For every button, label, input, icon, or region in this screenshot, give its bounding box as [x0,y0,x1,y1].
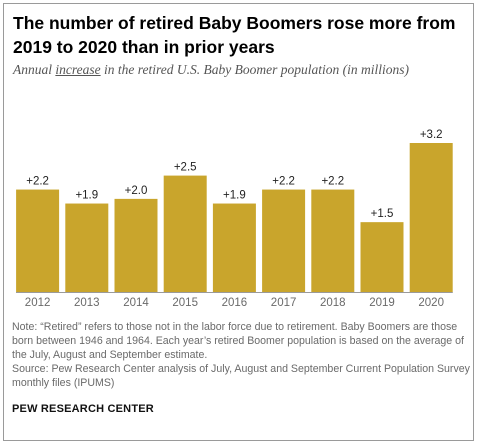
data-label-2019: +1.5 [371,208,394,220]
x-tick-label-2018: 2018 [320,297,346,309]
bar-2014 [114,198,158,292]
bar-2013 [65,203,109,292]
x-tick-label-2017: 2017 [271,297,297,309]
chart-frame [3,3,474,441]
chart-subtitle: Annual increase in the retired U.S. Baby… [13,62,469,78]
subtitle-text-start: Annual [13,62,56,77]
x-tick-label-2020: 2020 [418,297,444,309]
x-tick-label-2015: 2015 [172,297,198,309]
subtitle-underlined-word: increase [55,62,101,77]
bar-2015 [163,175,207,292]
chart-source: Source: Pew Research Center analysis of … [12,363,470,389]
data-label-2014: +2.0 [125,185,148,197]
chart-note: Note: “Retired” refers to those not in t… [12,321,464,361]
bar-2016 [212,203,256,292]
data-label-2016: +1.9 [223,190,246,202]
data-label-2017: +2.2 [272,176,295,188]
subtitle-text-end: in the retired U.S. Baby Boomer populati… [100,62,409,77]
chart-title: The number of retired Baby Boomers rose … [13,13,456,57]
bar-2017 [262,189,306,292]
pew-research-center-logo: PEW RESEARCH CENTER [12,403,154,415]
data-label-2020: +3.2 [420,129,443,141]
x-tick-label-2014: 2014 [123,297,149,309]
bar-2019 [360,222,404,292]
data-label-2018: +2.2 [321,176,344,188]
x-tick-label-2013: 2013 [74,297,100,309]
x-tick-label-2019: 2019 [369,297,395,309]
x-tick-label-2012: 2012 [25,297,51,309]
data-label-2012: +2.2 [26,176,49,188]
bar-2012 [16,189,60,292]
data-label-2015: +2.5 [174,162,197,174]
data-label-2013: +1.9 [75,190,98,202]
bar-2020 [409,143,453,292]
x-tick-label-2016: 2016 [222,297,248,309]
bar-2018 [311,189,355,292]
